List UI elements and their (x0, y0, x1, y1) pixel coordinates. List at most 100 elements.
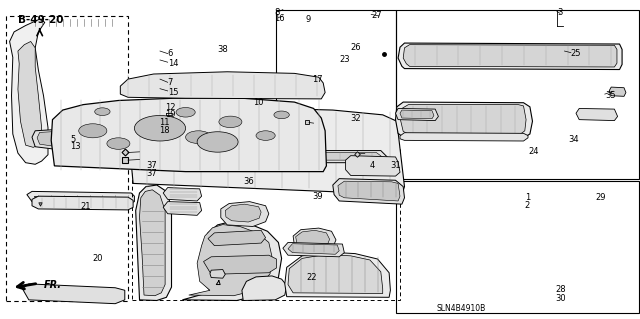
Bar (6, 16, 128, 301)
Circle shape (138, 120, 170, 136)
Text: FR.: FR. (44, 279, 61, 290)
Circle shape (176, 108, 195, 117)
Polygon shape (283, 242, 344, 257)
Polygon shape (189, 225, 272, 296)
Text: 4: 4 (370, 161, 375, 170)
Text: 6: 6 (168, 49, 173, 58)
Polygon shape (285, 252, 390, 297)
Text: 19: 19 (165, 110, 175, 119)
Bar (396, 181, 639, 313)
Circle shape (186, 131, 211, 144)
Polygon shape (27, 191, 134, 204)
Polygon shape (221, 202, 269, 226)
Polygon shape (398, 43, 622, 70)
Polygon shape (32, 129, 67, 150)
Polygon shape (22, 284, 125, 304)
Text: 9: 9 (306, 15, 311, 24)
Polygon shape (225, 204, 261, 222)
Polygon shape (333, 179, 404, 204)
Polygon shape (288, 255, 383, 293)
Text: 11: 11 (159, 118, 169, 127)
Circle shape (219, 116, 242, 128)
Text: 10: 10 (253, 98, 263, 107)
Text: 14: 14 (168, 59, 178, 68)
Text: 37: 37 (146, 169, 157, 178)
Polygon shape (37, 131, 62, 147)
Polygon shape (140, 190, 165, 296)
Circle shape (95, 108, 110, 115)
Polygon shape (163, 188, 202, 201)
Text: SLN4B4910B: SLN4B4910B (436, 304, 485, 313)
Text: 24: 24 (528, 147, 538, 156)
Text: 18: 18 (159, 126, 170, 135)
Polygon shape (400, 133, 528, 141)
Text: 22: 22 (306, 273, 316, 282)
Text: 8: 8 (274, 8, 279, 17)
Text: 30: 30 (556, 294, 566, 303)
Polygon shape (396, 108, 438, 121)
Circle shape (256, 131, 275, 140)
Polygon shape (184, 152, 381, 160)
Text: 2: 2 (525, 201, 530, 210)
Text: 37: 37 (146, 161, 157, 170)
Polygon shape (609, 87, 626, 96)
Polygon shape (10, 19, 48, 164)
Polygon shape (136, 185, 172, 300)
Polygon shape (576, 108, 618, 121)
Polygon shape (242, 276, 287, 300)
Text: 25: 25 (571, 49, 581, 58)
Polygon shape (346, 156, 400, 176)
Circle shape (197, 132, 238, 152)
Text: 36: 36 (243, 177, 254, 186)
Polygon shape (396, 102, 532, 138)
Polygon shape (400, 110, 434, 119)
Text: 28: 28 (556, 285, 566, 294)
Polygon shape (338, 181, 400, 201)
Text: 3: 3 (557, 8, 562, 17)
Polygon shape (552, 49, 577, 59)
Polygon shape (32, 196, 133, 210)
Circle shape (107, 138, 130, 149)
Text: 35: 35 (605, 91, 616, 100)
Bar (276, 10, 396, 124)
Polygon shape (547, 47, 581, 61)
Text: 5: 5 (70, 135, 76, 144)
Text: 7: 7 (168, 78, 173, 87)
Text: 26: 26 (351, 43, 362, 52)
Text: 1: 1 (525, 193, 530, 202)
Text: 15: 15 (168, 88, 178, 97)
Text: 29: 29 (595, 193, 605, 202)
Polygon shape (120, 72, 325, 99)
Text: 27: 27 (371, 11, 382, 20)
Text: 23: 23 (339, 56, 350, 64)
Circle shape (274, 111, 289, 119)
Polygon shape (296, 230, 330, 253)
Text: 32: 32 (351, 114, 362, 122)
Circle shape (79, 124, 107, 138)
Circle shape (134, 115, 186, 141)
Text: 17: 17 (312, 75, 323, 84)
Polygon shape (131, 108, 404, 195)
Text: 20: 20 (93, 254, 103, 263)
Text: 31: 31 (390, 161, 401, 170)
Polygon shape (18, 41, 42, 147)
Polygon shape (403, 45, 617, 67)
Text: 16: 16 (274, 14, 285, 23)
Polygon shape (182, 222, 282, 300)
Text: 34: 34 (568, 135, 579, 144)
Polygon shape (163, 202, 202, 215)
Polygon shape (293, 228, 336, 257)
Text: 38: 38 (218, 45, 228, 54)
Polygon shape (51, 98, 326, 172)
Polygon shape (288, 244, 339, 254)
Text: B-49-20: B-49-20 (18, 15, 63, 25)
Polygon shape (208, 230, 266, 246)
Text: 12: 12 (165, 103, 175, 112)
Text: 39: 39 (312, 192, 323, 201)
Polygon shape (178, 151, 387, 163)
Polygon shape (204, 255, 276, 274)
Bar (396, 10, 639, 179)
Text: 21: 21 (80, 202, 90, 211)
Polygon shape (401, 105, 526, 135)
Text: 13: 13 (70, 142, 81, 151)
